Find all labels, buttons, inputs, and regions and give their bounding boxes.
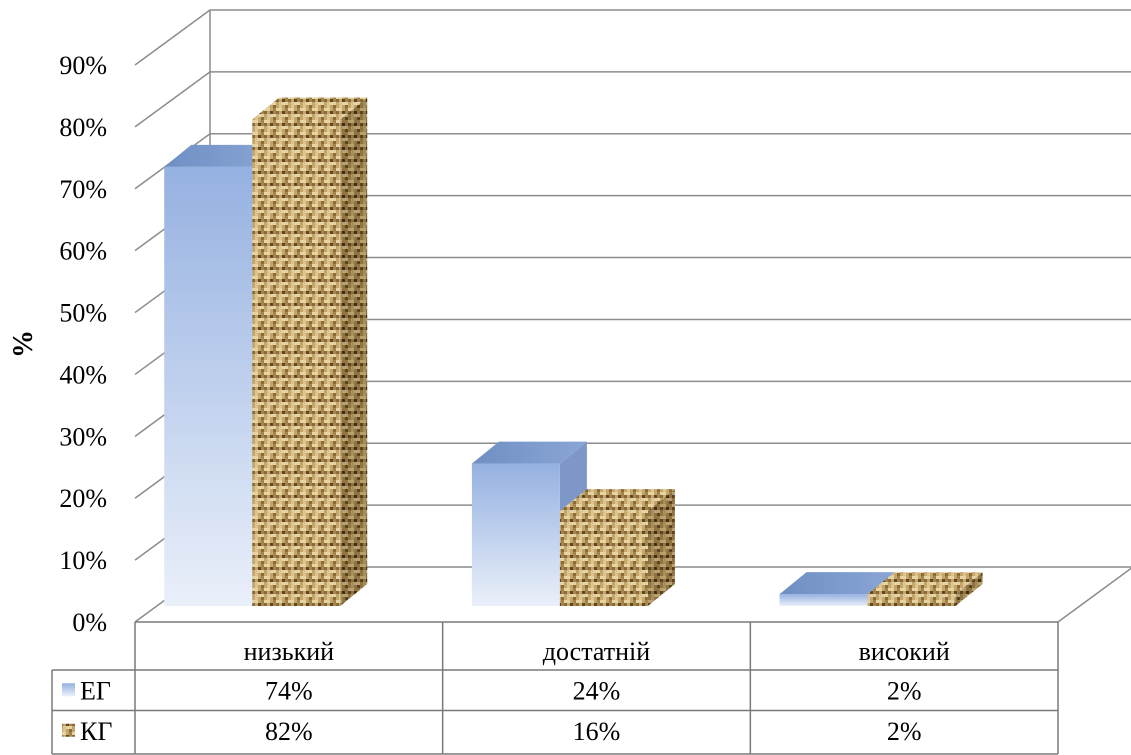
bar-front xyxy=(779,594,868,606)
legend-label: КГ xyxy=(80,717,112,746)
bar-kg-0 xyxy=(252,97,368,606)
bar-top xyxy=(559,489,675,512)
bar-side xyxy=(955,572,983,606)
y-tick-label: 20% xyxy=(59,484,107,513)
bar-side xyxy=(340,97,368,606)
y-axis-ticks: 0% 10% 20% 30% 40% 50% 60% 70% 80% 90% xyxy=(59,51,107,637)
y-tick-label: 60% xyxy=(59,237,107,266)
table-value: 2% xyxy=(887,717,922,746)
y-tick-label: 50% xyxy=(59,299,107,328)
category-label: високий xyxy=(859,637,950,666)
y-tick-label: 10% xyxy=(59,546,107,575)
y-tick-label: 30% xyxy=(59,422,107,451)
legend-label: ЕГ xyxy=(80,676,111,705)
gridline xyxy=(134,9,1131,66)
bar-top xyxy=(779,572,895,595)
bar-front xyxy=(471,463,560,606)
bar-top xyxy=(471,441,587,464)
bar-front xyxy=(252,119,341,606)
legend-key-kg xyxy=(62,723,75,737)
bar-front xyxy=(867,594,956,606)
category-label: низький xyxy=(244,637,335,666)
y-tick-label: 70% xyxy=(59,175,107,204)
legend-key-eg xyxy=(62,683,75,697)
table-value: 74% xyxy=(265,676,313,705)
table-value: 82% xyxy=(265,717,313,746)
bars xyxy=(164,97,983,606)
bar-front xyxy=(559,511,648,606)
data-table: низький достатній високий ЕГ 74% 24% 2% КГ 82% 16… xyxy=(51,621,1059,755)
table-value: 24% xyxy=(573,676,621,705)
y-tick-label: 90% xyxy=(59,51,107,80)
category-label: достатній xyxy=(543,637,650,666)
y-tick-label: 80% xyxy=(59,113,107,142)
bar-top xyxy=(252,97,368,120)
bar-side xyxy=(647,489,675,606)
table-value: 16% xyxy=(573,717,621,746)
table-value: 2% xyxy=(887,676,922,705)
bar-kg-2 xyxy=(867,572,983,606)
bar-kg-1 xyxy=(559,489,675,606)
bar-front xyxy=(164,166,253,606)
y-tick-label: 40% xyxy=(59,360,107,389)
y-axis-label: % xyxy=(8,330,39,358)
bar-top xyxy=(867,572,983,595)
bar-top xyxy=(164,144,280,167)
y-tick-label: 0% xyxy=(72,608,107,637)
